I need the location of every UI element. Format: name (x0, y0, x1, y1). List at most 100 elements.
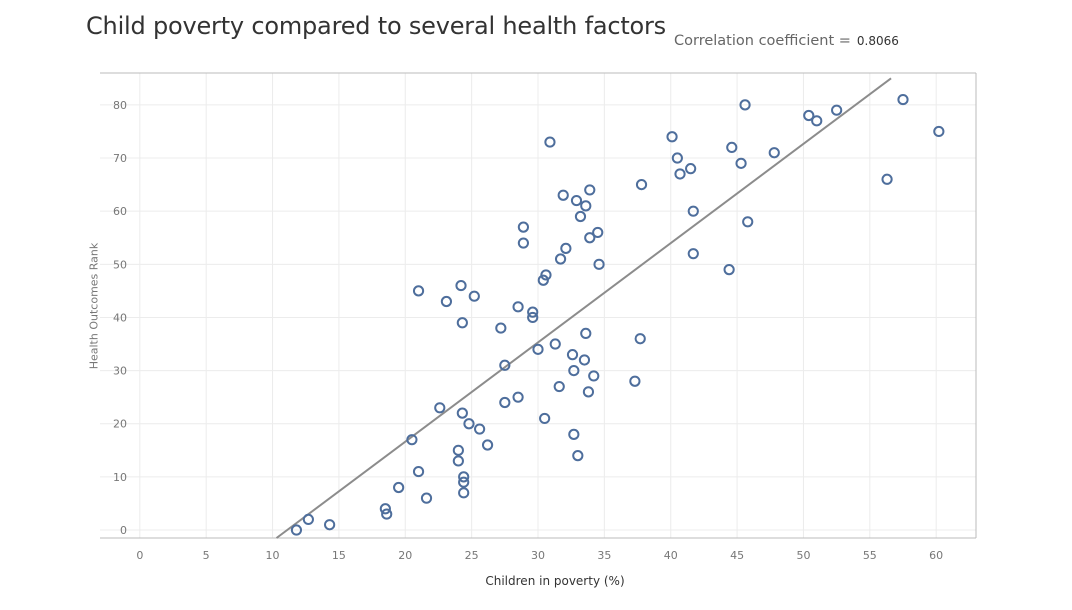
data-point (495, 322, 507, 334)
data-point (593, 258, 605, 270)
data-point (582, 386, 595, 398)
data-point (456, 317, 468, 329)
data-point (468, 290, 480, 302)
y-axis-label: Health Outcomes Rank (87, 242, 101, 370)
data-point (687, 248, 699, 260)
data-point (458, 487, 470, 499)
data-point (412, 465, 425, 478)
data-point (739, 99, 751, 111)
x-tick-label: 45 (730, 549, 744, 562)
x-tick-label: 20 (398, 549, 412, 562)
data-point (803, 109, 815, 122)
data-point (723, 264, 735, 276)
data-point (671, 152, 683, 164)
data-point (412, 285, 425, 297)
data-point (406, 434, 418, 446)
data-point (742, 216, 754, 228)
data-point (302, 513, 314, 526)
data-point (463, 418, 475, 430)
data-point (578, 354, 591, 366)
data-point (537, 274, 549, 286)
y-tick-label: 20 (113, 418, 127, 431)
data-point (544, 136, 556, 148)
data-point (512, 301, 524, 313)
data-point (674, 168, 686, 180)
data-point (685, 163, 697, 175)
data-point (666, 131, 678, 143)
data-point (560, 242, 572, 254)
y-tick-label: 80 (113, 99, 127, 112)
data-point (517, 221, 530, 233)
x-tick-label: 55 (863, 549, 877, 562)
data-point (588, 370, 600, 382)
data-point (584, 184, 596, 196)
correlation-label: Correlation coefficient = (674, 33, 851, 49)
data-point (881, 173, 893, 185)
data-point (584, 232, 596, 244)
data-point (434, 402, 446, 414)
data-point (687, 205, 699, 217)
x-tick-label: 10 (266, 549, 280, 562)
x-tick-label: 0 (136, 549, 143, 562)
data-point (549, 338, 561, 350)
data-point (933, 125, 945, 138)
y-tick-label: 40 (113, 311, 127, 324)
x-tick-label: 60 (929, 549, 943, 562)
data-point (420, 492, 433, 504)
data-point (574, 210, 587, 223)
data-point (811, 115, 823, 127)
data-point (635, 179, 648, 191)
data-point (553, 380, 565, 393)
data-point (726, 141, 738, 153)
data-point (458, 476, 470, 488)
chart-title: Child poverty compared to several health… (86, 12, 666, 40)
data-point (768, 147, 780, 159)
data-point (455, 279, 467, 292)
x-axis-label: Children in poverty (%) (485, 574, 625, 588)
data-point (580, 200, 592, 212)
y-tick-label: 60 (113, 205, 127, 218)
data-point (568, 428, 580, 440)
data-point (539, 412, 551, 425)
data-point (452, 444, 464, 456)
data-point (527, 311, 539, 324)
correlation-value: 0.8066 (856, 34, 899, 48)
data-point (831, 104, 843, 116)
x-tick-label: 50 (796, 549, 810, 562)
correlation-readout: Correlation coefficient = 0.8066 (674, 33, 899, 49)
data-point (474, 423, 486, 435)
x-tick-label: 25 (465, 549, 479, 562)
data-point (499, 359, 511, 371)
data-point (527, 306, 539, 318)
data-point (456, 407, 468, 419)
data-point (570, 194, 583, 207)
x-tick-label: 30 (531, 549, 545, 562)
data-point (572, 450, 584, 462)
data-point (580, 327, 592, 339)
data-point (735, 157, 747, 169)
data-point (381, 508, 393, 520)
trend-line (275, 77, 892, 539)
data-point (566, 349, 579, 361)
x-tick-label: 15 (332, 549, 346, 562)
data-point (554, 253, 567, 265)
data-point (452, 455, 464, 467)
y-tick-label: 30 (113, 365, 127, 378)
data-point (499, 396, 511, 409)
data-point (568, 365, 580, 377)
data-point (557, 189, 569, 201)
x-tick-label: 40 (664, 549, 678, 562)
data-point (532, 343, 544, 355)
data-point (481, 439, 494, 451)
data-point (634, 333, 646, 345)
data-point (512, 391, 524, 403)
data-point (440, 295, 453, 308)
data-point (592, 226, 604, 239)
data-point (540, 269, 552, 281)
data-point (458, 471, 470, 483)
data-point (324, 519, 336, 531)
x-tick-label: 5 (203, 549, 210, 562)
y-tick-label: 50 (113, 258, 127, 271)
y-tick-label: 70 (113, 152, 127, 165)
